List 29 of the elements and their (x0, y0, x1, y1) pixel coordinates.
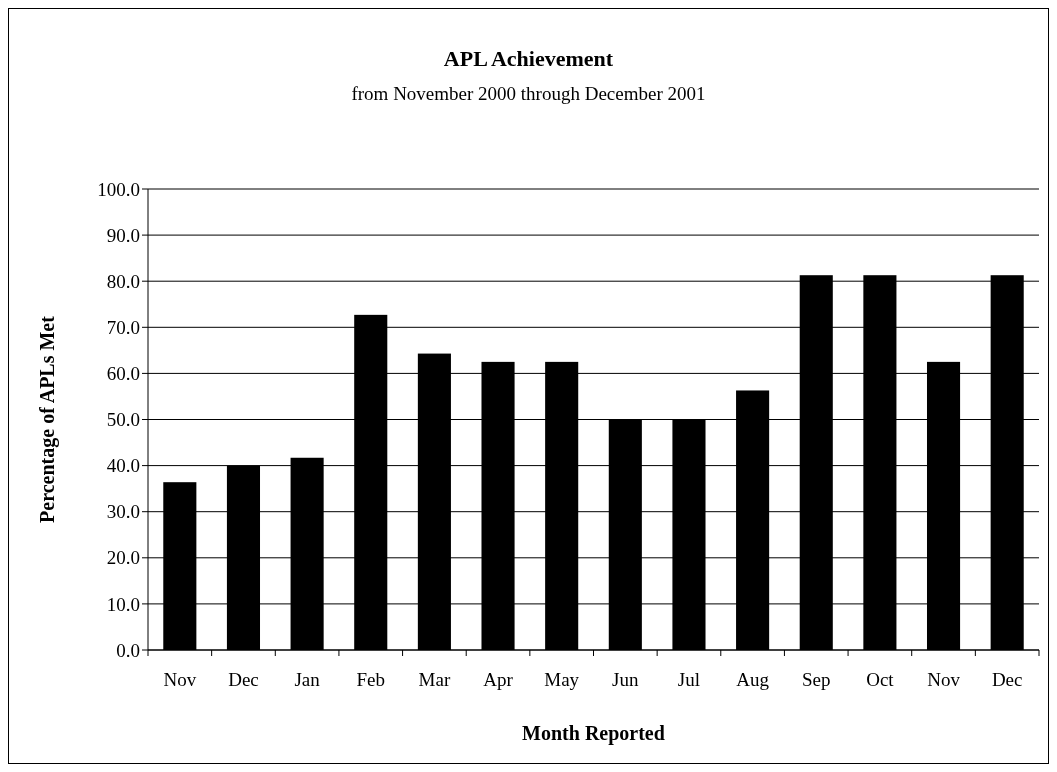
x-tick-label: Feb (356, 669, 385, 690)
y-tick-label: 60.0 (106, 363, 140, 385)
x-tick-label: Jan (294, 669, 321, 690)
y-tick-label: 80.0 (106, 270, 140, 292)
x-tick-label: Apr (483, 669, 514, 690)
x-tick-label: Nov (163, 669, 197, 690)
y-tick-label: 10.0 (106, 593, 140, 615)
y-tick-label: 70.0 (106, 316, 140, 338)
chart-subtitle: from November 2000 through December 2001 (351, 83, 706, 104)
x-axis-title: Month Reported (522, 722, 665, 745)
x-tick-label: Oct (866, 669, 895, 690)
y-tick-label: 0.0 (116, 639, 140, 661)
x-tick-label: Nov (927, 669, 961, 690)
y-tick-label: 90.0 (106, 224, 140, 246)
x-tick-label: Sep (802, 669, 831, 690)
x-tick-label: Jul (677, 669, 701, 690)
x-tick-label: Dec (991, 669, 1023, 690)
x-tick-label: May (544, 669, 580, 690)
y-tick-label: 40.0 (106, 455, 140, 477)
x-tick-label: Mar (418, 669, 451, 690)
chart-title: APL Achievement (443, 46, 614, 71)
y-tick-label: 100.0 (97, 178, 140, 200)
y-tick-label: 50.0 (106, 409, 140, 431)
y-axis-title: Percentage of APLs Met (36, 315, 59, 523)
x-tick-label: Dec (228, 669, 259, 690)
y-tick-label: 20.0 (106, 547, 140, 569)
y-tick-label: 30.0 (106, 501, 140, 523)
x-tick-label: Jun (612, 669, 640, 690)
x-tick-label: Aug (736, 669, 770, 690)
